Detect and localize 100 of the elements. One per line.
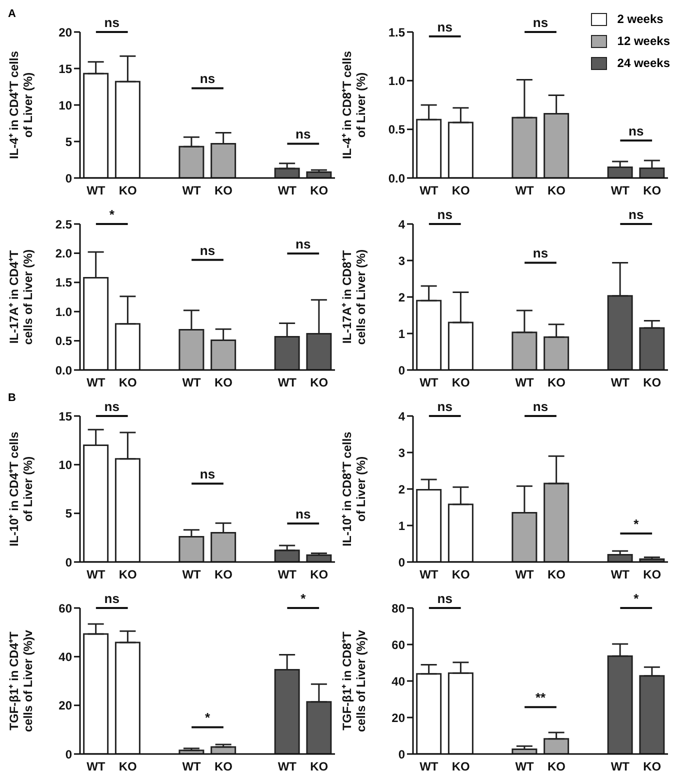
x-tick-label: KO xyxy=(118,376,137,390)
x-tick-label: KO xyxy=(547,184,566,198)
x-tick-label: KO xyxy=(214,568,232,582)
x-tick-label: WT xyxy=(420,376,439,390)
x-tick-label: WT xyxy=(610,760,630,774)
y-tick-label: 60 xyxy=(58,601,72,616)
y-tick-label: 80 xyxy=(392,601,406,616)
x-tick-label: KO xyxy=(643,376,662,390)
annotation: ns xyxy=(296,236,311,252)
x-tick-label: KO xyxy=(547,568,566,582)
y-tick-label: 1.5 xyxy=(55,276,72,290)
x-tick-label: WT xyxy=(420,184,439,198)
x-tick-label: KO xyxy=(310,760,328,774)
x-tick-label: KO xyxy=(643,760,662,774)
y-tick-label: 0 xyxy=(65,171,72,186)
legend-label: 24 weeks xyxy=(616,56,670,70)
y-axis-title: TGF-β1⁺ in CD4⁺T cells of Liver (%)v xyxy=(7,630,35,732)
y-axis-title: IL-10⁺ in CD4⁺T cells of Liver (%) xyxy=(7,431,35,546)
x-tick-label: KO xyxy=(452,376,470,390)
x-tick-label: KO xyxy=(214,376,232,390)
y-tick-label: 4 xyxy=(398,409,406,424)
x-tick-label: KO xyxy=(118,568,137,582)
x-tick-label: WT xyxy=(420,568,439,582)
y-axis-title: IL-17A⁺ in CD4⁺T cells of Liver (%) xyxy=(7,249,35,345)
x-tick-label: KO xyxy=(547,376,566,390)
x-tick-label: KO xyxy=(452,760,470,774)
legend-label: 12 weeks xyxy=(616,34,670,48)
x-tick-label: WT xyxy=(420,760,439,774)
x-tick-label: KO xyxy=(643,184,662,198)
y-tick-label: 5 xyxy=(65,506,72,521)
x-tick-label: WT xyxy=(278,184,298,198)
text: ns xyxy=(104,591,120,606)
x-tick-label: WT xyxy=(182,376,202,390)
y-tick-label: 0 xyxy=(65,747,72,762)
y-tick-label: 60 xyxy=(392,638,406,652)
y-tick-label: 0 xyxy=(398,555,406,570)
x-tick-label: WT xyxy=(610,184,630,198)
x-tick-label: KO xyxy=(452,184,470,198)
x-tick-label: KO xyxy=(214,760,232,774)
x-tick-label: WT xyxy=(515,568,535,582)
text: * xyxy=(634,591,640,606)
x-tick-label: WT xyxy=(278,376,298,390)
y-tick-label: 0.5 xyxy=(55,334,72,348)
y-tick-label: 0.0 xyxy=(55,363,72,378)
annotation: ns xyxy=(200,242,216,258)
y-tick-label: 40 xyxy=(58,650,72,664)
x-tick-label: WT xyxy=(182,184,202,198)
x-tick-label: WT xyxy=(515,760,535,774)
text: * xyxy=(109,207,116,222)
y-tick-label: 10 xyxy=(58,98,72,112)
x-tick-label: KO xyxy=(118,760,137,774)
y-axis-title: IL-17A⁺ in CD8⁺T cells of Liver (%) xyxy=(340,249,368,345)
x-tick-label: WT xyxy=(515,184,535,198)
y-tick-label: 0 xyxy=(65,555,72,570)
y-tick-label: 20 xyxy=(58,25,72,40)
x-tick-label: WT xyxy=(515,376,535,390)
y-tick-label: 0 xyxy=(398,363,406,378)
y-tick-label: 0 xyxy=(398,747,406,762)
annotation: ns xyxy=(296,506,311,522)
y-tick-label: 40 xyxy=(392,674,406,688)
x-tick-label: WT xyxy=(86,568,106,582)
x-tick-label: WT xyxy=(278,760,298,774)
y-tick-label: 2.5 xyxy=(55,217,72,232)
y-tick-label: 2 xyxy=(398,290,406,304)
y-tick-label: 3 xyxy=(398,254,406,268)
y-tick-label: 20 xyxy=(392,710,406,725)
x-tick-label: KO xyxy=(310,376,328,390)
x-tick-label: WT xyxy=(610,568,630,582)
text: ns xyxy=(532,15,548,30)
y-tick-label: 2.0 xyxy=(55,246,72,260)
annotation: ns xyxy=(437,19,452,34)
x-tick-label: WT xyxy=(610,376,630,390)
x-tick-label: WT xyxy=(278,568,298,582)
x-tick-label: KO xyxy=(452,568,470,582)
chart-title: A xyxy=(8,8,16,20)
y-tick-label: 1.0 xyxy=(55,304,72,319)
x-tick-label: KO xyxy=(310,568,328,582)
y-tick-label: 15 xyxy=(58,409,72,424)
text: ns xyxy=(532,399,548,414)
x-tick-label: KO xyxy=(547,760,566,774)
legend-label: 2 weeks xyxy=(616,12,664,26)
y-tick-label: 0.5 xyxy=(388,122,406,137)
annotation: ns xyxy=(532,246,548,261)
y-tick-label: 0.0 xyxy=(388,171,406,186)
y-axis-title: IL-4⁺ in CD4⁺T cells of Liver (%) xyxy=(7,50,35,160)
y-tick-label: 5 xyxy=(65,134,72,149)
y-tick-label: 2 xyxy=(398,482,406,496)
y-tick-label: 15 xyxy=(58,62,72,76)
x-tick-label: KO xyxy=(118,184,137,198)
x-tick-label: WT xyxy=(86,376,106,390)
y-tick-label: 4 xyxy=(398,217,406,232)
x-tick-label: WT xyxy=(86,184,106,198)
chart-title: B xyxy=(8,392,16,404)
x-tick-label: WT xyxy=(86,760,106,774)
y-tick-label: 1.0 xyxy=(388,74,406,88)
y-axis-title: IL-4⁺ in CD8⁺T cells of Liver (%) xyxy=(340,50,368,160)
annotation: * xyxy=(204,710,211,726)
y-tick-label: 1.5 xyxy=(388,25,406,40)
x-tick-label: WT xyxy=(182,568,202,582)
x-tick-label: KO xyxy=(310,184,328,198)
